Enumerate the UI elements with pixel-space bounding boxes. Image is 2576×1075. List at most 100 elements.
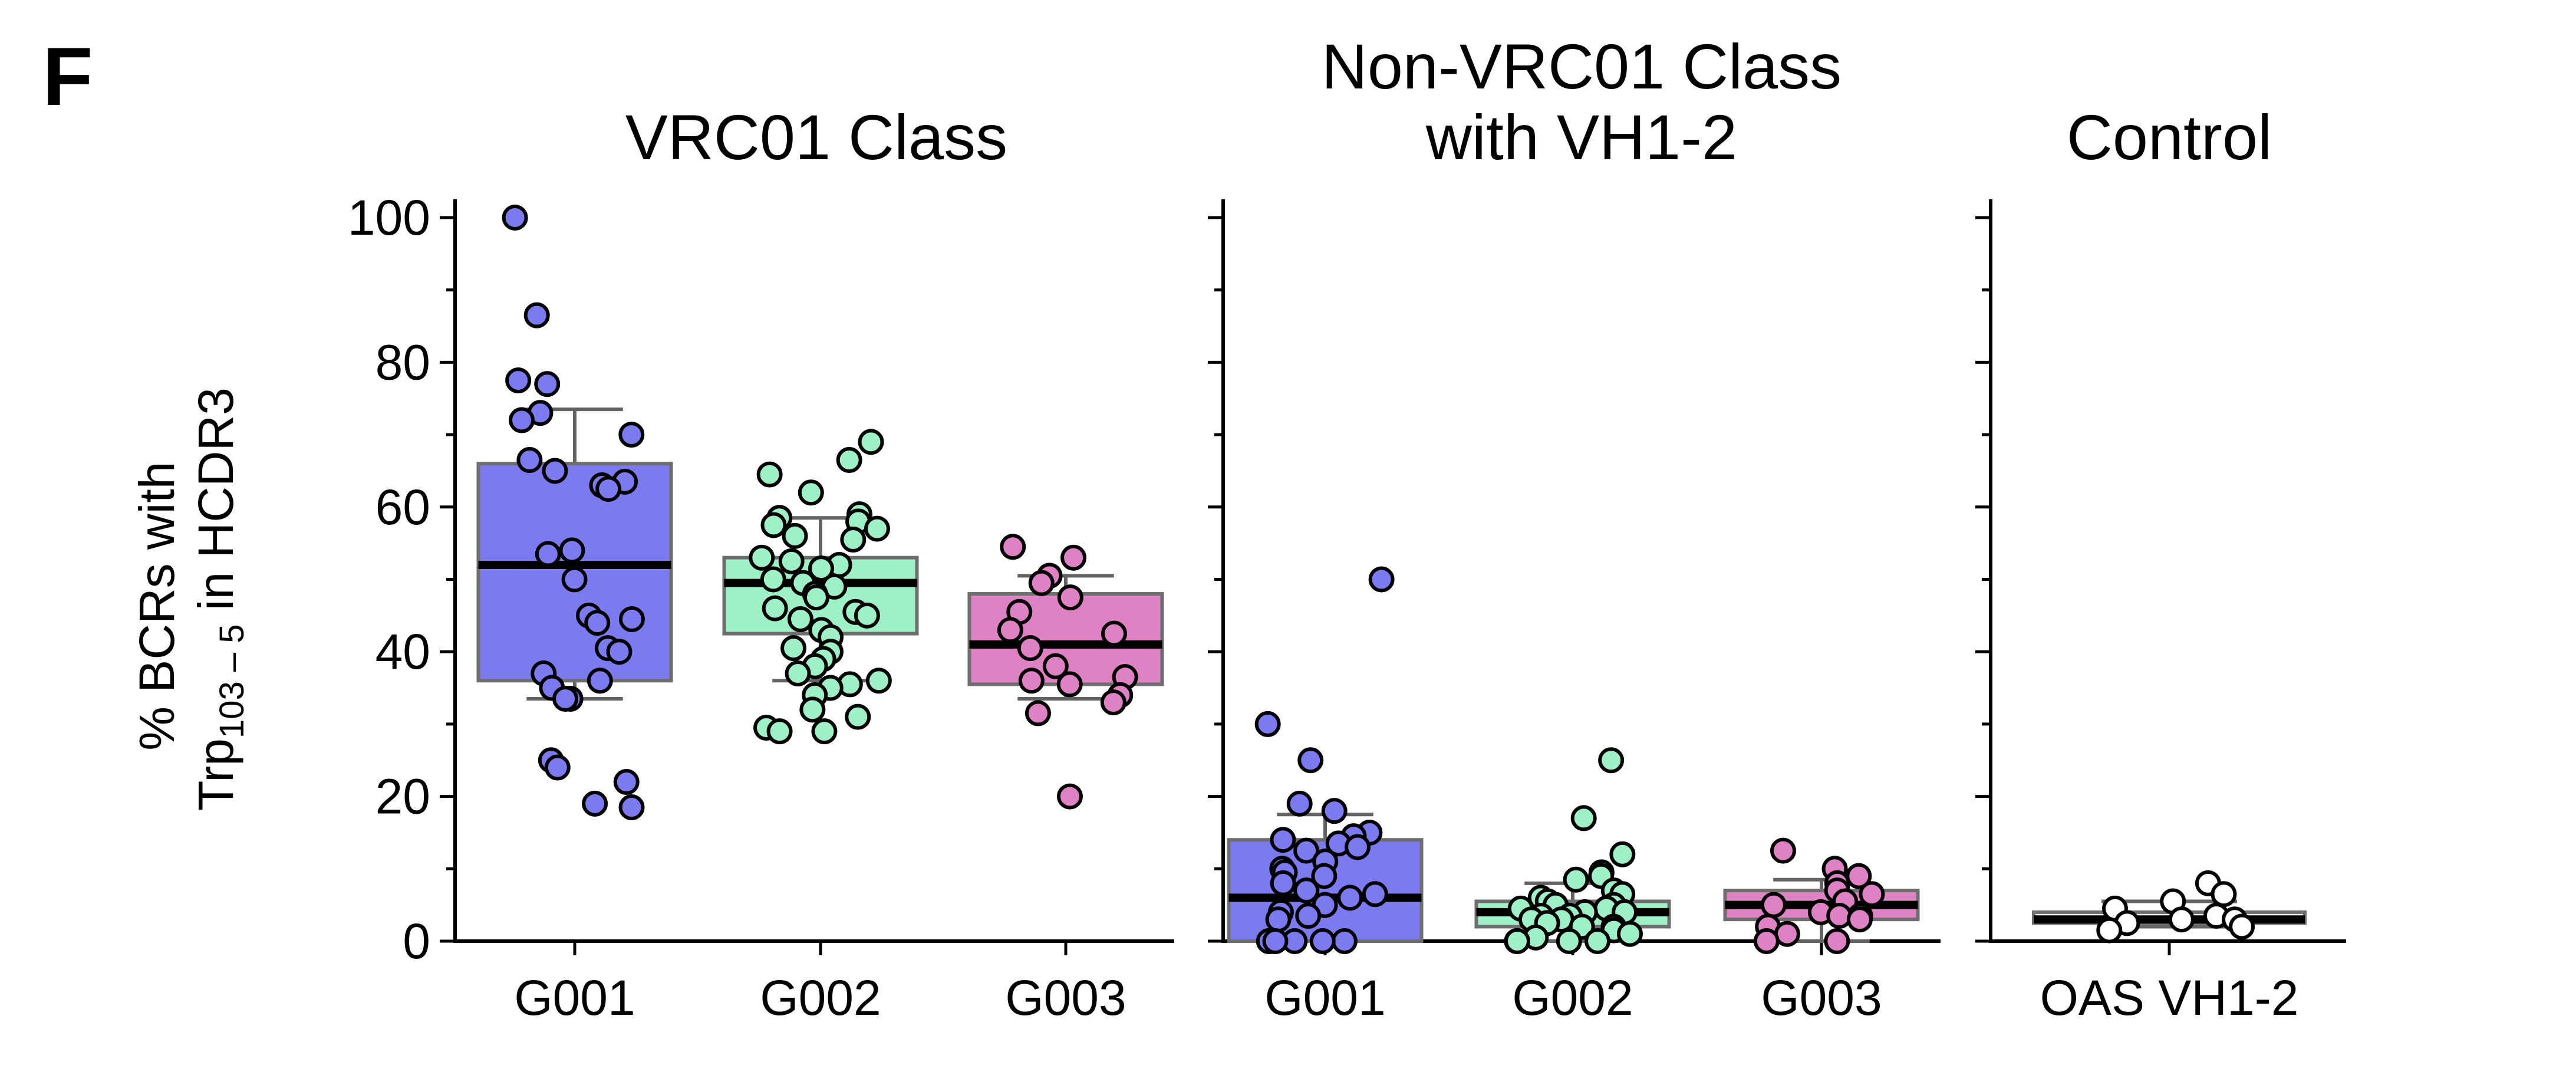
data-point: [509, 407, 535, 433]
data-point: [1585, 928, 1611, 954]
data-point: [618, 422, 645, 448]
data-point: [1101, 620, 1127, 647]
box-g001: G001: [1227, 566, 1424, 1025]
data-point: [760, 512, 787, 538]
panel-label: F: [42, 30, 93, 123]
data-point: [2229, 913, 2255, 940]
data-point: [1270, 870, 1296, 896]
data-point: [618, 606, 645, 632]
data-point: [1293, 877, 1320, 904]
data-point: [1753, 928, 1780, 954]
data-point: [1846, 906, 1873, 933]
x-tick-label: G003: [1761, 970, 1882, 1025]
data-point: [505, 367, 532, 394]
data-point: [1321, 798, 1348, 824]
panel-title-line: Non-VRC01 Class: [1322, 31, 1842, 102]
y-axis-label-line2: Trp103 – 5 in HCDR3: [188, 387, 251, 811]
y-tick-label: 60: [375, 479, 430, 535]
panel-3: Control OAS VH1-2: [1975, 101, 2346, 1025]
data-point: [552, 685, 579, 712]
x-tick-label: G002: [1512, 970, 1633, 1025]
data-point: [1345, 834, 1371, 860]
y-tick-label: 100: [348, 190, 430, 245]
data-point: [1042, 653, 1069, 679]
y-tick-label: 80: [375, 334, 430, 390]
data-point: [559, 537, 585, 564]
data-point: [1000, 534, 1026, 560]
y-axis-label-trp: Trp: [188, 738, 243, 811]
data-point: [785, 660, 811, 687]
data-point: [535, 541, 561, 567]
data-point: [544, 754, 571, 781]
data-point: [1056, 671, 1083, 698]
data-point: [584, 610, 611, 636]
x-tick-label: G002: [760, 970, 881, 1025]
data-point: [798, 479, 824, 506]
data-point: [780, 635, 807, 662]
data-point: [997, 617, 1023, 643]
data-point: [1028, 570, 1055, 596]
data-point: [1060, 544, 1087, 571]
data-point: [1270, 827, 1296, 853]
data-point: [2096, 917, 2123, 943]
data-point: [516, 447, 543, 474]
data-point: [1859, 881, 1885, 908]
data-point: [618, 794, 645, 821]
data-point: [561, 566, 588, 593]
data-point: [1297, 747, 1324, 774]
x-tick-label: OAS VH1-2: [2040, 970, 2299, 1025]
data-point: [606, 639, 633, 665]
data-point: [787, 606, 813, 632]
box-g003: G003: [967, 534, 1164, 1025]
data-point: [1056, 783, 1083, 810]
data-point: [534, 371, 561, 397]
data-point: [1057, 584, 1083, 611]
y-tick-label: 0: [403, 913, 430, 969]
data-point: [1362, 881, 1388, 908]
y-axis-label: % BCRs with Trp103 – 5 in HCDR3: [129, 387, 251, 811]
data-point: [854, 602, 880, 629]
data-point: [808, 555, 834, 582]
data-point: [1504, 928, 1530, 954]
data-point: [766, 718, 793, 745]
data-point: [542, 458, 568, 484]
data-point: [1100, 689, 1126, 716]
y-tick-label: 40: [375, 624, 430, 679]
x-tick-label: G003: [1005, 970, 1126, 1025]
data-point: [1598, 747, 1625, 774]
data-point: [1311, 863, 1338, 889]
data-point: [749, 544, 775, 571]
data-point: [1293, 837, 1320, 864]
data-point: [1368, 566, 1395, 593]
data-point: [1609, 841, 1636, 867]
data-point: [1018, 668, 1045, 694]
data-point: [613, 769, 640, 795]
data-point: [756, 461, 783, 488]
box-g002: G002: [722, 429, 919, 1025]
data-point: [799, 696, 826, 723]
y-axis-label-line1: % BCRs with: [129, 462, 185, 751]
data-point: [523, 302, 550, 328]
panel-1: VRC01 Class 0 20 40 60 80 100 G001 G002 G003: [348, 101, 1174, 1025]
data-point: [582, 790, 608, 817]
data-point: [502, 205, 528, 231]
data-point: [836, 447, 862, 474]
panel-title-line: with VH1-2: [1425, 101, 1737, 173]
data-point: [1337, 885, 1363, 911]
data-point: [1295, 903, 1322, 929]
data-point: [858, 429, 884, 455]
data-point: [1262, 928, 1289, 954]
data-point: [811, 718, 838, 745]
box-oas-vh1-2: OAS VH1-2: [2032, 870, 2307, 1025]
x-tick-label: G001: [514, 970, 635, 1025]
data-point: [865, 668, 892, 694]
data-point: [778, 548, 805, 574]
data-point: [587, 668, 613, 694]
data-point: [1570, 805, 1597, 831]
data-point: [1017, 635, 1043, 662]
data-point: [1563, 866, 1589, 893]
data-point: [1254, 711, 1281, 737]
data-point: [760, 566, 786, 593]
data-point: [1824, 928, 1850, 954]
